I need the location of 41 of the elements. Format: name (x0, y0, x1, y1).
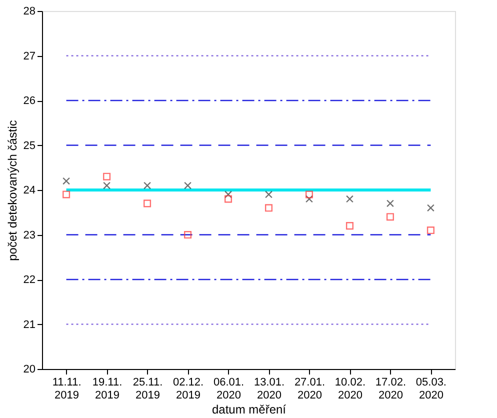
y-tick-label: 22 (23, 274, 36, 286)
x-tick-label: 02.12. 2019 (172, 376, 204, 402)
y-axis-title: počet detekovaných částic (5, 120, 20, 261)
x-tick-label: 10.02. 2020 (334, 376, 366, 402)
point (386, 200, 394, 208)
y-tick-label: 27 (23, 50, 36, 62)
point (184, 182, 192, 190)
y-tick-label: 24 (23, 184, 36, 196)
x-tick-label: 05.03. 2020 (416, 376, 447, 402)
point (224, 190, 232, 198)
point (224, 195, 232, 203)
y-tick-label: 26 (23, 95, 36, 107)
x-tick-label: 25.11. 2019 (132, 376, 163, 402)
x-tick-label: 17.02. 2020 (375, 376, 406, 402)
point (426, 226, 434, 234)
point (144, 200, 152, 208)
point (184, 230, 192, 239)
point (144, 182, 152, 190)
point (62, 190, 70, 198)
point (264, 204, 273, 212)
x-tick-label: 13.01. 2020 (254, 376, 285, 402)
y-tick-label: 21 (23, 318, 36, 331)
y-tick-label: 23 (23, 229, 36, 242)
x-tick-label: 06.01. 2020 (213, 376, 244, 402)
point (346, 222, 354, 230)
point (264, 190, 273, 198)
x-tick-label: 19.11. 2019 (92, 376, 122, 402)
y-tick-label: 20 (23, 364, 36, 376)
y-tick-label: 25 (23, 140, 36, 152)
point (103, 172, 111, 180)
point (386, 213, 394, 221)
point (305, 195, 313, 203)
x-axis-title: datum měření (212, 402, 287, 416)
x-tick-label: 27.01. 2020 (294, 376, 326, 402)
point (346, 195, 354, 203)
point (305, 190, 313, 198)
point (62, 177, 70, 185)
x-tick-label: 11.11. 2019 (52, 376, 82, 402)
y-tick-label: 28 (23, 6, 36, 18)
point (426, 204, 434, 212)
point (103, 182, 111, 190)
